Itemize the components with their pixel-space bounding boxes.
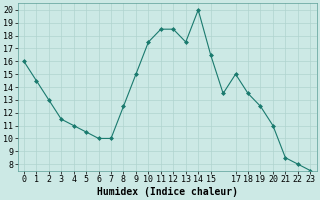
X-axis label: Humidex (Indice chaleur): Humidex (Indice chaleur) bbox=[97, 186, 237, 197]
